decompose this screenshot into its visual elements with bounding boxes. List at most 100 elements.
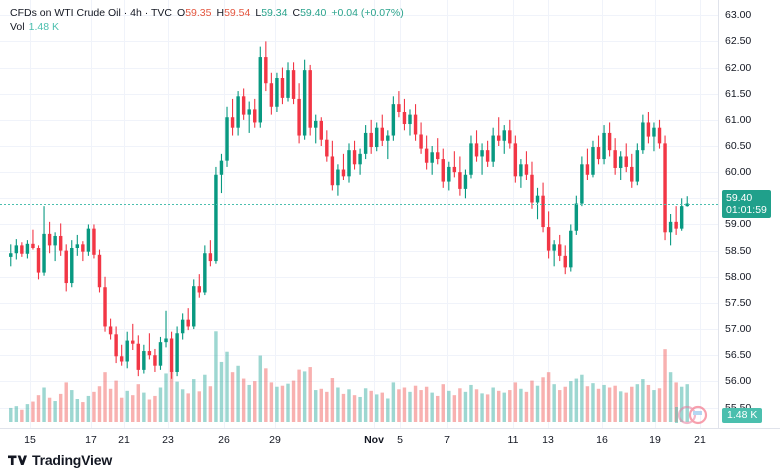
candle-body (635, 150, 640, 182)
volume-bar (596, 388, 601, 422)
volume-bar (358, 396, 362, 422)
candle-body (280, 78, 285, 98)
volume-bar (630, 386, 634, 422)
volume-bar (258, 355, 263, 422)
time-axis-tick: 21 (694, 434, 706, 446)
candle-body (192, 286, 196, 327)
candle-body (53, 235, 57, 246)
candle-body (591, 147, 595, 175)
last-price-value: 59.40 (726, 191, 753, 204)
candle-body (31, 243, 35, 248)
candle-body (164, 338, 168, 343)
footer-branding[interactable]: TradingView (8, 452, 112, 468)
candle-body (131, 340, 135, 344)
candlestick-series (0, 41, 718, 422)
volume-bar (607, 387, 612, 422)
candle-body (641, 122, 645, 151)
candle-body (158, 342, 163, 366)
volume-bar (230, 372, 235, 422)
time-axis-tick: 23 (162, 434, 174, 446)
volume-bar (424, 386, 429, 422)
volume-bar (108, 388, 113, 422)
price-axis[interactable]: 63.0062.5062.0061.5061.0060.5060.0059.50… (718, 0, 780, 428)
volume-bar (613, 385, 617, 422)
candle-body (607, 132, 612, 151)
candle-body (419, 134, 423, 149)
candle-body (169, 338, 174, 372)
candle-body (47, 233, 52, 246)
candle-body (408, 114, 412, 125)
candle-body (142, 351, 146, 370)
price-axis-tick: 59.00 (725, 218, 752, 231)
volume-bar (641, 379, 645, 422)
volume-bar (580, 374, 584, 422)
volume-bar (491, 387, 495, 422)
last-price-badge[interactable]: 59.40 01:01:59 (722, 189, 771, 218)
candle-body (369, 132, 373, 148)
candle-body (519, 164, 523, 177)
candle-body (430, 152, 434, 163)
candle-body (530, 174, 534, 203)
candle-body (513, 143, 518, 177)
volume-bar (175, 381, 179, 422)
candle-body (125, 340, 129, 362)
volume-bar (147, 399, 152, 422)
candle-body (92, 228, 96, 255)
candle-body (219, 160, 224, 175)
candle-body (524, 164, 529, 175)
time-axis-tick: Nov (364, 434, 384, 446)
candle-body (657, 127, 662, 144)
candle-body (330, 156, 335, 186)
candle-body (413, 114, 418, 135)
candle-body (236, 96, 240, 128)
volume-bar (314, 390, 318, 422)
volume-badge[interactable]: 1.48 K (722, 408, 763, 423)
volume-bar (668, 372, 673, 422)
volume-bar (452, 395, 457, 422)
volume-bar (53, 401, 57, 422)
candle-body (336, 169, 340, 186)
volume-bar (496, 390, 501, 422)
volume-bar (441, 384, 445, 422)
candle-body (97, 254, 102, 288)
candle-body (508, 130, 512, 144)
time-axis[interactable]: 15 17 21 23 26 29 Nov 5 7 11 13 16 19 21 (0, 428, 780, 450)
volume-bar (513, 382, 518, 422)
candle-body (241, 96, 246, 115)
volume-bar (602, 384, 606, 422)
candle-body (397, 104, 401, 112)
bar-countdown: 01:01:59 (726, 203, 767, 216)
volume-bar (469, 384, 473, 422)
volume-bar (458, 388, 462, 422)
candle-body (14, 245, 19, 254)
volume-bar (369, 390, 373, 422)
price-axis-tick: 56.50 (725, 349, 752, 362)
volume-bar (330, 378, 335, 422)
volume-bar (541, 377, 545, 422)
time-axis-tick: 16 (596, 434, 608, 446)
candle-body (602, 132, 606, 160)
volume-bar (297, 369, 301, 422)
time-axis-tick: 7 (444, 434, 450, 446)
volume-bar (136, 384, 141, 422)
candle-body (308, 70, 312, 128)
volume-bar (591, 383, 595, 422)
candle-body (147, 351, 152, 356)
candle-body (502, 130, 506, 141)
candle-body (386, 135, 390, 141)
candle-body (596, 147, 601, 160)
candle-body (103, 287, 107, 327)
chart-plot-area[interactable] (0, 0, 718, 428)
candle-body (546, 227, 551, 251)
volume-bar (535, 385, 540, 422)
candle-body (108, 326, 113, 335)
candle-body (541, 195, 545, 228)
volume-bar (192, 379, 196, 422)
volume-bar (569, 381, 573, 422)
volume-bar (125, 390, 129, 422)
volume-bar (247, 384, 251, 422)
volume-bar (519, 388, 523, 422)
candle-body (286, 70, 290, 98)
volume-bar (302, 371, 307, 422)
